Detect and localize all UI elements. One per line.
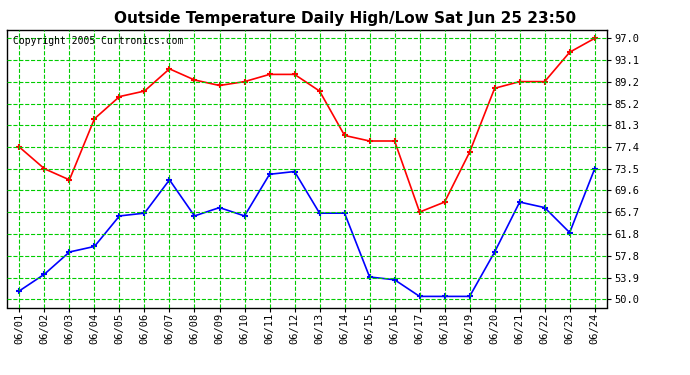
Text: Copyright 2005 Curtronics.com: Copyright 2005 Curtronics.com: [13, 36, 184, 45]
Text: Outside Temperature Daily High/Low Sat Jun 25 23:50: Outside Temperature Daily High/Low Sat J…: [114, 11, 576, 26]
